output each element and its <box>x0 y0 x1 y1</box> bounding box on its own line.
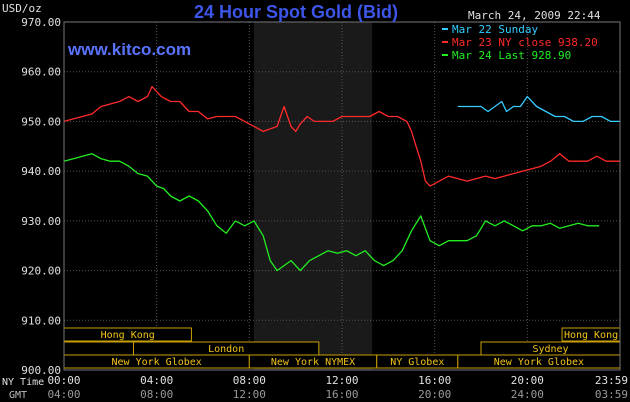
x-tick-label-ny: 12:00 <box>325 374 358 387</box>
y-tick-label: 920.00 <box>21 265 61 278</box>
series-line-1 <box>63 85 620 187</box>
chart-title: 24 Hour Spot Gold (Bid) <box>194 2 398 22</box>
x-tick-label-ny: 04:00 <box>140 374 173 387</box>
axes: 970.00 960.00 950.00 940.00 930.00 920.00 910.… <box>21 16 628 401</box>
y-tick-label: 910.00 <box>21 314 61 327</box>
plot-border <box>63 21 621 371</box>
y-tick-label: 940.00 <box>21 165 61 178</box>
legend-label: Mar 22 Sunday <box>452 23 538 36</box>
session-label: New York Globex <box>112 357 202 368</box>
session-label: New York NYMEX <box>271 357 355 368</box>
session-label: NY Globex <box>390 357 444 368</box>
x-tick-label-ny: 23:59 <box>595 374 628 387</box>
website-label: www.kitco.com <box>67 40 191 59</box>
session-label: Hong Kong <box>101 330 155 341</box>
session-box <box>63 341 134 356</box>
series-line-2 <box>63 153 600 272</box>
legend-label: Mar 24 Last 928.90 <box>452 49 571 62</box>
legend-item-mar22: Mar 22 Sunday <box>442 23 538 36</box>
y-tick-label: 900.00 <box>21 364 61 377</box>
x-tick-label-gmt: 20:00 <box>418 388 451 401</box>
datetime-label: March 24, 2009 22:44 <box>468 9 601 22</box>
legend-swatch <box>442 28 448 30</box>
x-tick-label-gmt: 12:00 <box>233 388 266 401</box>
nymex-highlight-band <box>253 22 373 370</box>
x-tick-label-ny: 08:00 <box>233 374 266 387</box>
gmt-label: GMT <box>9 390 27 401</box>
x-tick-label-gmt: 16:00 <box>325 388 358 401</box>
legend: Mar 22 Sunday Mar 23 NY close 938.20 Mar… <box>442 23 598 62</box>
y-tick-label: 970.00 <box>21 16 61 29</box>
nymex-hours-highlight <box>253 22 373 370</box>
x-tick-label-ny: 16:00 <box>418 374 451 387</box>
legend-item-mar23: Mar 23 NY close 938.20 <box>442 36 598 49</box>
session-label: New York Globex <box>494 357 584 368</box>
x-tick-label-gmt: 24:00 <box>511 388 544 401</box>
session-label: Sydney <box>532 344 568 355</box>
session-label: London <box>208 344 244 355</box>
legend-item-mar24: Mar 24 Last 928.90 <box>442 49 571 62</box>
x-tick-label-ny: 20:00 <box>511 374 544 387</box>
session-label: Hong Kong <box>564 330 618 341</box>
y-tick-label: 950.00 <box>21 115 61 128</box>
x-tick-label-gmt: 08:00 <box>140 388 173 401</box>
x-tick-label-gmt: 04:00 <box>47 388 80 401</box>
y-tick-label: 930.00 <box>21 215 61 228</box>
x-tick-label-gmt: 03:59 <box>595 388 628 401</box>
unit-label: USD/oz <box>2 2 42 15</box>
ny-time-label: NY Time <box>2 377 44 388</box>
legend-swatch <box>442 41 448 43</box>
price-series <box>63 85 620 272</box>
y-tick-label: 960.00 <box>21 66 61 79</box>
x-tick-label-ny: 00:00 <box>47 374 80 387</box>
series-line-0 <box>457 95 620 123</box>
legend-swatch <box>442 54 448 56</box>
legend-label: Mar 23 NY close 938.20 <box>452 36 598 49</box>
